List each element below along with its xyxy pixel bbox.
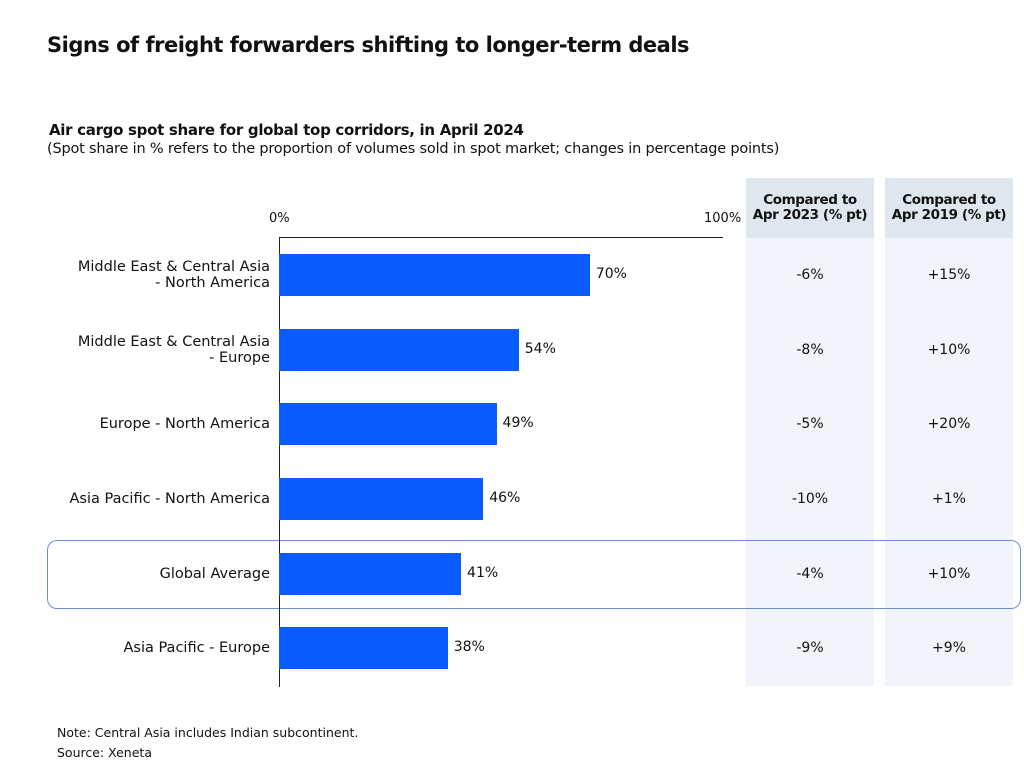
bar (279, 329, 519, 371)
category-label-line: - North America (155, 275, 270, 291)
category-label-line: Middle East & Central Asia (77, 334, 270, 350)
table-cell-2019: +10% (927, 566, 971, 582)
header-line: Apr 2019 (% pt) (891, 207, 1007, 223)
tick-label: 100% (704, 211, 742, 226)
value-label: 70% (595, 266, 627, 282)
header-line: Compared to (763, 192, 857, 208)
source: Source: Xeneta (57, 745, 152, 760)
table-cell-2019: +20% (927, 416, 971, 432)
table-cell-2023: -6% (796, 267, 824, 283)
category-label-line: Asia Pacific - North America (69, 491, 270, 507)
value-label: 41% (467, 565, 499, 581)
table-cell-2019: +9% (932, 640, 966, 656)
value-label: 38% (453, 639, 485, 655)
category-label-line: - Europe (209, 350, 270, 366)
table-cell-2023: -4% (796, 566, 824, 582)
bar (279, 627, 448, 669)
table-cell-2019: +10% (927, 342, 971, 358)
page-title: Signs of freight forwarders shifting to … (47, 33, 690, 57)
x-axis (279, 237, 723, 238)
column-header: Compared to Apr 2019 (% pt) (885, 178, 1013, 238)
category-label: Middle East & Central Asia - Europe (78, 334, 270, 366)
category-label-line: Middle East & Central Asia (77, 259, 270, 275)
category-label: Asia Pacific - Europe (123, 640, 270, 656)
chart-title: Air cargo spot share for global top corr… (49, 121, 524, 139)
chart-subtitle: (Spot share in % refers to the proportio… (47, 141, 780, 157)
bar (279, 403, 497, 445)
category-label-line: Global Average (159, 566, 270, 582)
table-cell-2023: -8% (796, 342, 824, 358)
table-column-2019: Compared to Apr 2019 (% pt) (885, 178, 1013, 686)
category-label-line: Europe - North America (99, 416, 270, 432)
bar (279, 553, 462, 595)
highlight-box (47, 540, 1021, 609)
table-cell-2019: +15% (927, 267, 971, 283)
bar (279, 254, 590, 296)
bar (279, 478, 484, 520)
category-label: Asia Pacific - North America (69, 491, 270, 507)
value-label: 54% (524, 341, 556, 357)
y-axis (279, 237, 280, 687)
table-column-2023: Compared to Apr 2023 (% pt) (746, 178, 874, 686)
category-label: Europe - North America (100, 416, 270, 432)
table-cell-2019: +1% (932, 491, 966, 507)
category-label: Global Average (160, 566, 270, 582)
category-label: Middle East & Central Asia - North Americ… (78, 259, 270, 291)
table-cell-2023: -5% (796, 416, 824, 432)
value-label: 49% (502, 415, 534, 431)
table-cell-2023: -10% (791, 491, 829, 507)
value-label: 46% (489, 490, 521, 506)
note: Note: Central Asia includes Indian subco… (57, 725, 359, 740)
header-line: Compared to (902, 192, 996, 208)
table-cell-2023: -9% (796, 640, 824, 656)
column-header: Compared to Apr 2023 (% pt) (746, 178, 874, 238)
header-line: Apr 2023 (% pt) (752, 207, 868, 223)
category-label-line: Asia Pacific - Europe (123, 640, 270, 656)
tick-label: 0% (269, 211, 290, 226)
